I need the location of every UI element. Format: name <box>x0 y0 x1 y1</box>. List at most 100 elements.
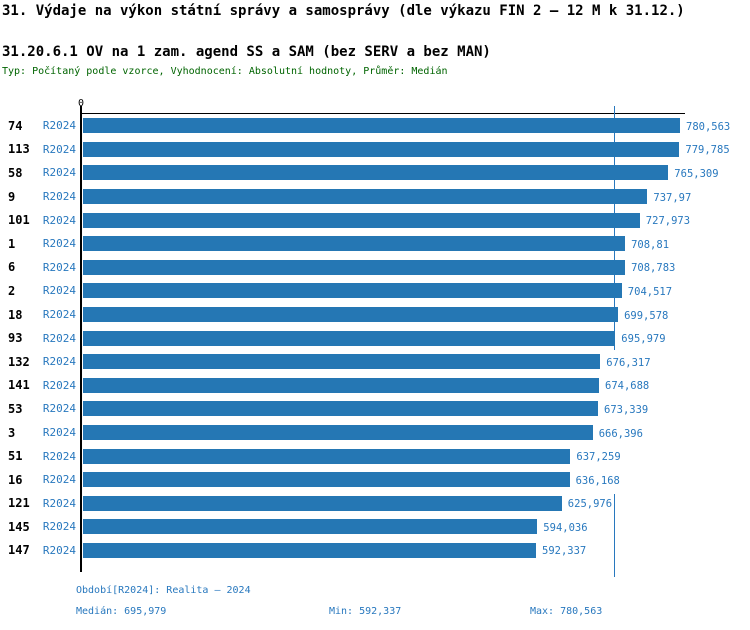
row-id-label: 6 <box>8 260 16 275</box>
row-period-label: R2024 <box>42 520 76 534</box>
bar-row: 147 R2024 592,337 <box>0 538 750 565</box>
bar-value-label: 636,168 <box>574 467 621 494</box>
bar <box>83 141 680 157</box>
bar <box>83 307 619 323</box>
bar <box>83 472 570 488</box>
bar-row: 141 R2024 674,688 <box>0 373 750 400</box>
row-id-label: 147 <box>8 543 30 558</box>
bar <box>83 189 648 205</box>
row-id-label: 2 <box>8 283 16 298</box>
row-period-label: R2024 <box>42 378 76 392</box>
row-id-label: 121 <box>8 496 30 511</box>
footer-period: Období[R2024]: Realita – 2024 <box>76 585 251 596</box>
bar-chart: 74 R2024 780,563 113 R2024 779,785 58 R2024 765,… <box>0 114 750 565</box>
bar-row: 3 R2024 666,396 <box>0 420 750 447</box>
row-id-label: 1 <box>8 236 16 251</box>
bar-row: 58 R2024 765,309 <box>0 161 750 187</box>
bar-row: 145 R2024 594,036 <box>0 515 750 541</box>
bar-row: 53 R2024 673,339 <box>0 397 750 423</box>
bar-row: 101 R2024 727,973 <box>0 208 750 234</box>
row-period-label: R2024 <box>42 496 76 510</box>
bar-value-label: 625,976 <box>566 491 614 518</box>
bar-row: 6 R2024 708,783 <box>0 255 750 282</box>
bar <box>83 165 669 181</box>
bar <box>83 425 593 441</box>
row-id-label: 16 <box>8 472 23 487</box>
bar-value-label: 708,783 <box>630 255 677 282</box>
row-period-label: R2024 <box>42 449 76 463</box>
bar-row: 93 R2024 695,979 <box>0 326 750 352</box>
bar-value-label: 765,309 <box>673 161 720 187</box>
row-id-label: 93 <box>8 331 23 346</box>
axis-zero-label: 0 <box>77 98 85 109</box>
footer-min: Min: 592,337 <box>329 606 402 617</box>
bar-value-label: 704,517 <box>626 279 674 305</box>
bar-value-label: 594,036 <box>542 515 589 541</box>
bar-row: 74 R2024 780,563 <box>0 114 750 140</box>
bar-value-label: 779,785 <box>684 137 731 164</box>
chart-meta: Typ: Počítaný podle vzorce, Vyhodnocení:… <box>2 66 448 77</box>
bar <box>83 259 626 275</box>
bar <box>83 448 571 464</box>
bar <box>83 542 536 558</box>
footer-max: Max: 780,563 <box>530 606 603 617</box>
row-period-label: R2024 <box>42 190 76 204</box>
row-id-label: 3 <box>8 425 16 440</box>
bar-value-label: 727,973 <box>644 208 692 234</box>
bar-value-label: 708,81 <box>630 231 671 258</box>
row-id-label: 141 <box>8 378 30 393</box>
row-period-label: R2024 <box>42 426 76 440</box>
bar-row: 18 R2024 699,578 <box>0 302 750 329</box>
chart-title: 31.20.6.1 OV na 1 zam. agend SS a SAM (b… <box>2 44 491 60</box>
bar-value-label: 592,337 <box>541 538 588 565</box>
bar-row: 121 R2024 625,976 <box>0 491 750 518</box>
bar-row: 1 R2024 708,81 <box>0 231 750 258</box>
row-period-label: R2024 <box>42 473 76 487</box>
row-period-label: R2024 <box>42 543 76 557</box>
bar-value-label: 737,97 <box>652 184 693 211</box>
bar <box>83 401 598 417</box>
row-id-label: 18 <box>8 307 23 322</box>
bar <box>83 377 599 393</box>
row-period-label: R2024 <box>42 402 76 416</box>
row-period-label: R2024 <box>42 166 76 180</box>
x-axis-line <box>81 113 685 114</box>
row-period-label: R2024 <box>42 237 76 251</box>
bar-row: 132 R2024 676,317 <box>0 349 750 376</box>
row-id-label: 145 <box>8 519 30 534</box>
bar-value-label: 637,259 <box>575 444 622 470</box>
row-period-label: R2024 <box>42 142 76 156</box>
row-period-label: R2024 <box>42 331 76 345</box>
bar-row: 9 R2024 737,97 <box>0 184 750 211</box>
row-period-label: R2024 <box>42 308 76 322</box>
bar <box>83 118 680 134</box>
bar <box>83 330 616 346</box>
bar-row: 2 R2024 704,517 <box>0 279 750 305</box>
row-id-label: 74 <box>8 118 23 133</box>
row-period-label: R2024 <box>42 213 76 227</box>
bar-value-label: 699,578 <box>623 302 670 329</box>
bar-row: 16 R2024 636,168 <box>0 467 750 494</box>
row-period-label: R2024 <box>42 119 76 133</box>
bar <box>83 519 538 535</box>
row-id-label: 58 <box>8 165 23 180</box>
bar <box>83 212 640 228</box>
row-id-label: 53 <box>8 401 23 416</box>
bar-value-label: 666,396 <box>597 420 644 447</box>
bar <box>83 283 622 299</box>
page-title: 31. Výdaje na výkon státní správy a samo… <box>2 3 685 19</box>
row-period-label: R2024 <box>42 284 76 298</box>
row-period-label: R2024 <box>42 355 76 369</box>
bar <box>83 354 601 370</box>
row-id-label: 101 <box>8 213 30 228</box>
bar <box>83 495 562 511</box>
bar-row: 51 R2024 637,259 <box>0 444 750 470</box>
row-id-label: 132 <box>8 354 30 369</box>
bar-value-label: 673,339 <box>603 397 650 423</box>
bar-value-label: 674,688 <box>604 373 651 400</box>
bar-value-label: 780,563 <box>685 114 732 140</box>
row-period-label: R2024 <box>42 260 76 274</box>
row-id-label: 113 <box>8 142 30 157</box>
bar <box>83 236 626 252</box>
row-id-label: 51 <box>8 449 23 464</box>
